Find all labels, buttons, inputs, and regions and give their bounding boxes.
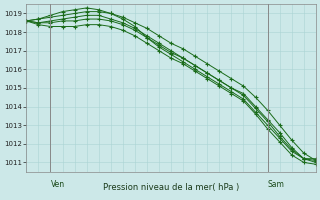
- X-axis label: Pression niveau de la mer( hPa ): Pression niveau de la mer( hPa ): [103, 183, 239, 192]
- Text: Ven: Ven: [51, 180, 65, 189]
- Text: Sam: Sam: [268, 180, 284, 189]
